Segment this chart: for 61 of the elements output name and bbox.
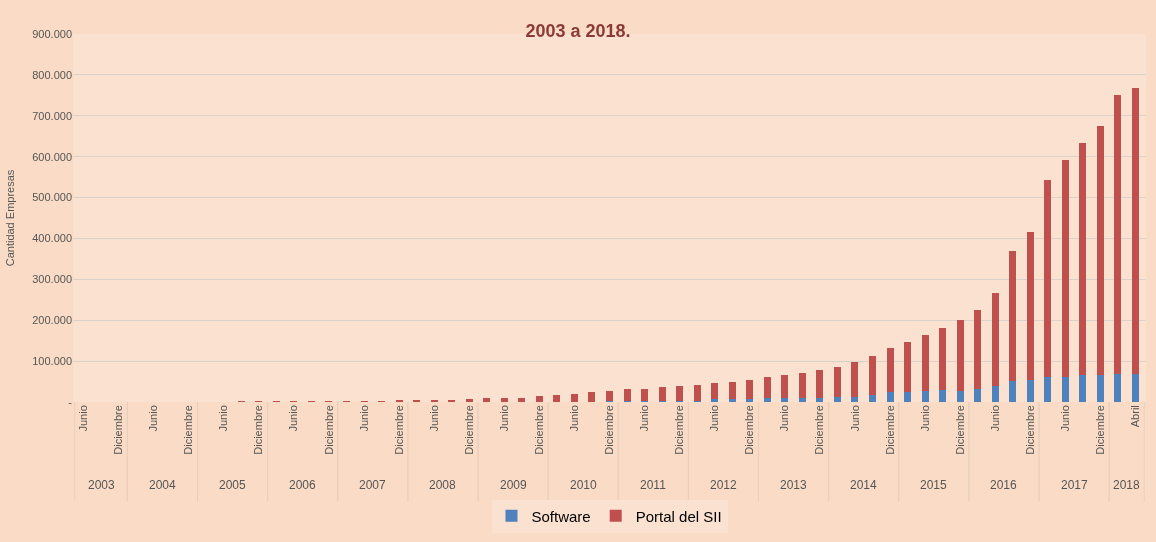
x-tick-label: Diciembre	[603, 405, 616, 455]
x-tick-label: Diciembre	[532, 405, 545, 455]
y-tick-label: -	[68, 395, 73, 408]
x-tick-label: Junio	[217, 405, 230, 432]
text: 2009	[500, 478, 528, 492]
y-tick-label: 300.000	[32, 273, 72, 286]
x-tick-label: Junio	[427, 405, 440, 432]
x-tick-label: Junio	[708, 405, 721, 432]
x-tick-label: Diciembre	[252, 405, 265, 455]
x-tick-label: Junio	[147, 405, 160, 432]
text: 2015	[920, 478, 948, 492]
y-tick-label: 900.000	[32, 27, 72, 40]
x-tick-label: Diciembre	[182, 405, 195, 455]
text: 2006	[289, 478, 317, 492]
y-tick-label: 800.000	[32, 68, 72, 81]
x-tick-label: Diciembre	[743, 405, 756, 455]
text: 2010	[570, 478, 598, 492]
x-tick-label: Junio	[848, 405, 861, 432]
legend-label: Software	[531, 507, 591, 525]
text: 2007	[359, 478, 387, 492]
text: 2018	[1113, 478, 1141, 492]
x-tick-label: Diciembre	[673, 405, 686, 455]
x-tick-label: Junio	[1058, 405, 1071, 432]
y-tick-label: 200.000	[32, 314, 72, 327]
text: 2012	[710, 478, 738, 492]
x-tick-label: Diciembre	[1093, 405, 1106, 455]
text: 2016	[990, 478, 1018, 492]
x-tick-label: Diciembre	[322, 405, 335, 455]
text: 2014	[850, 478, 878, 492]
x-tick-label: Abril	[1129, 405, 1142, 428]
y-tick-label: 700.000	[32, 109, 72, 122]
y-tick-label: 400.000	[32, 232, 72, 245]
y-tick-label: 100.000	[32, 354, 72, 367]
x-tick-label: Diciembre	[1023, 405, 1036, 455]
y-axis-title: Cantidad Empresas	[3, 169, 16, 267]
x-tick-label: Junio	[568, 405, 581, 432]
x-tick-label: Diciembre	[813, 405, 826, 455]
x-tick-label: Junio	[357, 405, 370, 432]
x-tick-label: Junio	[918, 405, 931, 432]
text: 2005	[219, 478, 247, 492]
text: 2004	[149, 478, 177, 492]
text: 2013	[780, 478, 808, 492]
x-tick-label: Diciembre	[883, 405, 896, 455]
y-tick-label: 600.000	[32, 150, 72, 163]
x-tick-label: Diciembre	[462, 405, 475, 455]
x-tick-label: Diciembre	[953, 405, 966, 455]
x-tick-label: Junio	[638, 405, 651, 432]
text: 2003	[88, 478, 116, 492]
x-tick-label: Junio	[77, 405, 90, 432]
legend-label: Portal del SII	[635, 507, 722, 525]
x-tick-label: Diciembre	[392, 405, 405, 455]
y-tick-label: 500.000	[32, 191, 72, 204]
x-tick-label: Junio	[287, 405, 300, 432]
x-tick-label: Junio	[988, 405, 1001, 432]
text: 2017	[1061, 478, 1089, 492]
chart-title: 2003 a 2018.	[525, 20, 631, 41]
x-tick-label: Junio	[497, 405, 510, 432]
text: 2008	[429, 478, 457, 492]
text: 2011	[640, 478, 667, 492]
x-tick-label: Junio	[778, 405, 791, 432]
x-tick-label: Diciembre	[112, 405, 125, 455]
